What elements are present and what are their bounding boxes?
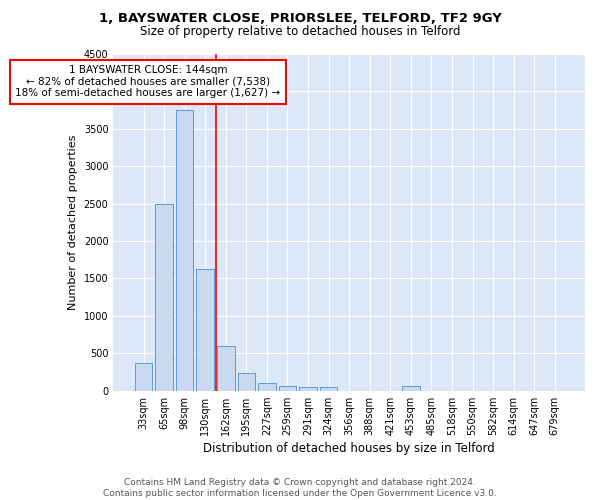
Bar: [196, 268, 214, 390]
Bar: [258, 383, 275, 390]
Bar: [279, 386, 296, 390]
Bar: [176, 110, 193, 390]
Text: 1, BAYSWATER CLOSE, PRIORSLEE, TELFORD, TF2 9GY: 1, BAYSWATER CLOSE, PRIORSLEE, TELFORD, …: [98, 12, 502, 26]
Bar: [155, 204, 173, 390]
Bar: [238, 372, 255, 390]
Text: 1 BAYSWATER CLOSE: 144sqm
← 82% of detached houses are smaller (7,538)
18% of se: 1 BAYSWATER CLOSE: 144sqm ← 82% of detac…: [16, 65, 281, 98]
Bar: [320, 386, 337, 390]
Text: Size of property relative to detached houses in Telford: Size of property relative to detached ho…: [140, 25, 460, 38]
X-axis label: Distribution of detached houses by size in Telford: Distribution of detached houses by size …: [203, 442, 495, 455]
Bar: [217, 346, 235, 391]
Text: Contains HM Land Registry data © Crown copyright and database right 2024.
Contai: Contains HM Land Registry data © Crown c…: [103, 478, 497, 498]
Bar: [299, 386, 317, 390]
Bar: [135, 363, 152, 390]
Y-axis label: Number of detached properties: Number of detached properties: [68, 134, 78, 310]
Bar: [402, 386, 419, 390]
